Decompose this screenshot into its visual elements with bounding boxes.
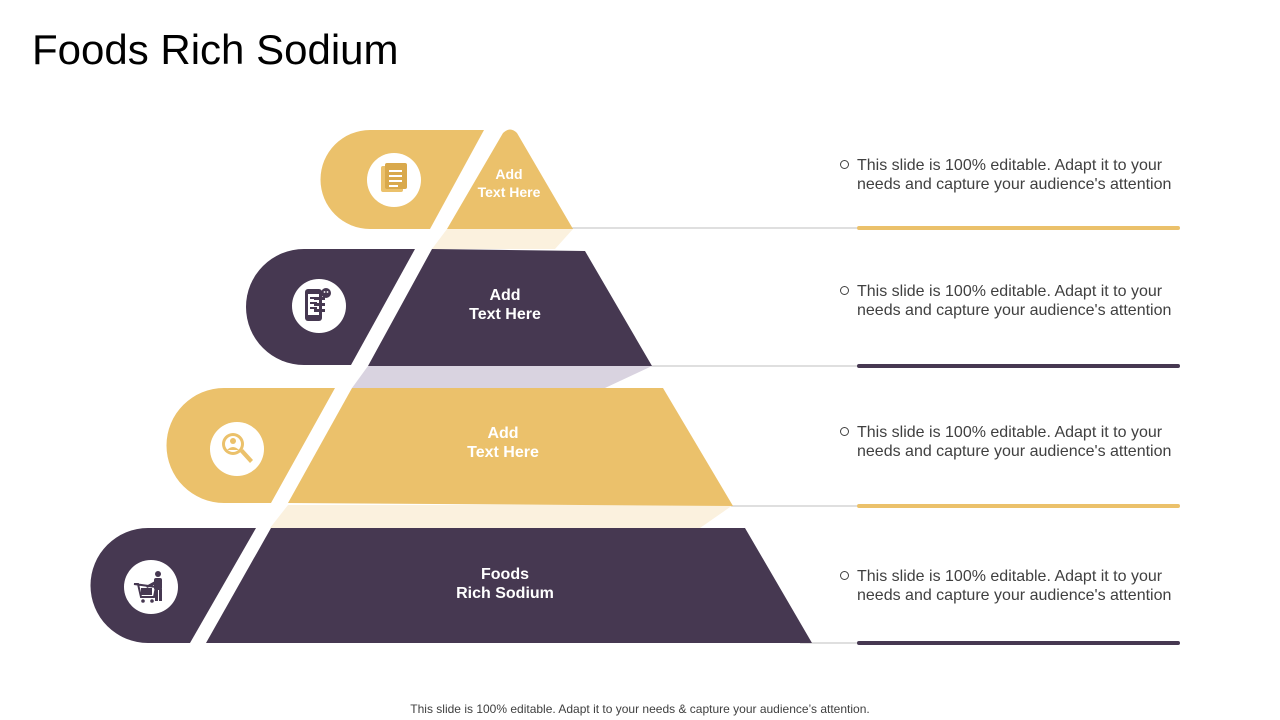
tier-4-label-line2: Rich Sodium (456, 585, 554, 602)
tier-1-description: This slide is 100% editable. Adapt it to… (840, 156, 1180, 194)
tier-1-underline (857, 226, 1180, 230)
tier-4-description-text: This slide is 100% editable. Adapt it to… (857, 568, 1172, 604)
bullet-icon (840, 571, 849, 580)
tier-3-label-line2: Text Here (467, 444, 539, 461)
tier-4-block (206, 528, 812, 643)
tier-4-description: This slide is 100% editable. Adapt it to… (840, 567, 1180, 605)
tier-2-underline (857, 364, 1180, 368)
tier-2-block (368, 249, 652, 366)
tier-4-label-line1: Foods (481, 566, 529, 583)
tier-1-label: Add Text Here (409, 165, 609, 201)
bullet-icon (840, 427, 849, 436)
tier-3-block (288, 388, 733, 506)
tier-3-label-line1: Add (487, 425, 519, 442)
tier-4 (90, 528, 812, 643)
document-icon (381, 163, 407, 192)
tier-2-label: Add Text Here (405, 286, 605, 324)
tier-1 (320, 129, 573, 229)
tier-3-underline (857, 504, 1180, 508)
bullet-icon (840, 160, 849, 169)
search-user-icon (222, 433, 253, 463)
tier-3-description: This slide is 100% editable. Adapt it to… (840, 423, 1180, 461)
tier-3-label: Add Text Here (403, 424, 603, 462)
tier-4-label: Foods Rich Sodium (405, 565, 605, 603)
tier-1-block (447, 129, 573, 229)
tier-3 (166, 388, 733, 506)
tier-2-label-line2: Text Here (469, 306, 541, 323)
tier-1-label-line1: Add (495, 166, 523, 182)
tier-shadow (352, 366, 652, 388)
shopping-cart-person-icon (133, 571, 162, 603)
tier-shadow (270, 505, 733, 528)
tier-2-description-text: This slide is 100% editable. Adapt it to… (857, 283, 1172, 319)
footer-note: This slide is 100% editable. Adapt it to… (410, 702, 870, 716)
tier-3-description-text: This slide is 100% editable. Adapt it to… (857, 424, 1172, 460)
tier-4-underline (857, 641, 1180, 645)
tier-1-description-text: This slide is 100% editable. Adapt it to… (857, 157, 1172, 193)
tier-2-label-line1: Add (489, 287, 521, 304)
tier-shadow (432, 229, 573, 249)
tier-1-label-line2: Text Here (477, 184, 541, 200)
bullet-icon (840, 286, 849, 295)
slide-title: Foods Rich Sodium (32, 26, 399, 73)
tier-2 (246, 249, 652, 366)
mobile-checklist-icon (305, 288, 331, 321)
tier-2-description: This slide is 100% editable. Adapt it to… (840, 282, 1180, 320)
